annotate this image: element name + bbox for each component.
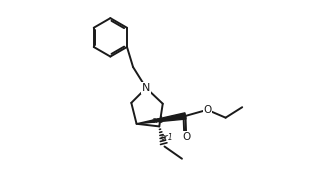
- Text: N: N: [142, 83, 150, 93]
- Text: O: O: [182, 131, 190, 142]
- Text: or1: or1: [151, 116, 164, 125]
- Polygon shape: [137, 113, 186, 124]
- Text: or1: or1: [161, 133, 174, 142]
- Text: O: O: [203, 105, 212, 115]
